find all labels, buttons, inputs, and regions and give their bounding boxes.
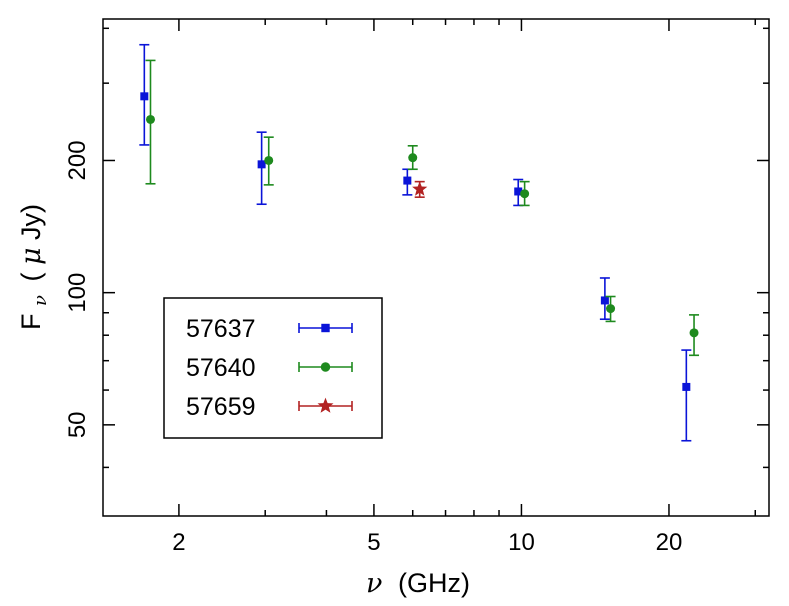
data-layer [139,43,700,442]
y-axis-title-rest: Jy) [16,204,46,240]
legend-label: 57640 [186,354,256,382]
x-tick-label: 2 [172,529,185,556]
legend-label: 57659 [186,393,256,421]
data-point [689,328,699,338]
y-axis-title-open: ( [16,273,46,282]
data-point [600,296,609,305]
legend-box [163,297,383,439]
y-axis-title: F ν ( μ Jy) [16,204,52,330]
x-tick-label: 20 [656,529,683,556]
y-axis-title-base: F [16,314,46,331]
data-point [682,382,691,391]
legend-label: 57637 [186,315,256,343]
data-point [264,155,274,165]
data-point [606,304,616,314]
legend-marker [317,397,334,413]
data-point [520,189,530,199]
axes-layer: 2 5 10 20 50 100 200 [64,18,770,556]
data-point [140,92,149,101]
data-point [403,176,412,185]
series-57640 [145,59,700,357]
y-axis-title-sub: ν [30,295,51,306]
series-57659 [412,180,428,198]
y-tick-label: 100 [64,273,91,313]
plot-frame [102,18,770,517]
x-axis-title: ν (GHz) [366,568,470,599]
legend: 57637 57640 57659 [163,297,383,439]
data-point [408,153,418,163]
data-point [514,187,523,196]
data-point [145,114,155,124]
legend-marker [321,323,330,333]
series-57637 [139,43,692,442]
x-axis-title-unit: (GHz) [398,568,470,598]
legend-marker [320,362,331,372]
x-axis-title-symbol: ν [366,568,382,599]
y-tick-label: 200 [64,140,91,180]
x-tick-label: 10 [508,529,535,556]
data-point [412,181,428,196]
y-tick-label: 50 [64,411,91,438]
data-point [257,160,266,169]
x-tick-label: 5 [367,529,380,556]
y-axis-title-mu: μ [16,247,47,265]
